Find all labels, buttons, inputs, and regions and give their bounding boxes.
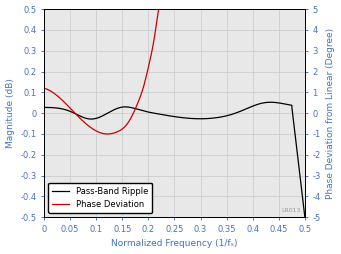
Line: Pass-Band Ripple: Pass-Band Ripple bbox=[44, 102, 305, 217]
Pass-Band Ripple bbox=[42, 106, 46, 109]
Text: LR013: LR013 bbox=[281, 208, 301, 213]
Phase Deviation bbox=[116, 130, 120, 133]
Phase Deviation bbox=[142, 84, 146, 87]
Pass-Band Ripple bbox=[269, 101, 273, 104]
Phase Deviation bbox=[42, 87, 46, 90]
Phase Deviation bbox=[49, 90, 53, 93]
Pass-Band Ripple bbox=[153, 112, 158, 115]
Phase Deviation bbox=[109, 132, 114, 135]
Pass-Band Ripple bbox=[303, 216, 307, 219]
Phase Deviation bbox=[130, 114, 134, 117]
Line: Phase Deviation: Phase Deviation bbox=[44, 9, 160, 134]
Phase Deviation bbox=[105, 133, 109, 136]
Y-axis label: Magnitude (dB): Magnitude (dB) bbox=[5, 78, 15, 148]
Pass-Band Ripple bbox=[142, 109, 146, 113]
Legend: Pass-Band Ripple, Phase Deviation: Pass-Band Ripple, Phase Deviation bbox=[48, 183, 152, 213]
Y-axis label: Phase Deviation from Linear (Degree): Phase Deviation from Linear (Degree) bbox=[326, 28, 336, 199]
Pass-Band Ripple bbox=[298, 173, 302, 176]
Pass-Band Ripple bbox=[87, 117, 91, 120]
X-axis label: Normalized Frequency (1/fₛ): Normalized Frequency (1/fₛ) bbox=[111, 240, 238, 248]
Pass-Band Ripple bbox=[72, 112, 76, 115]
Phase Deviation bbox=[158, 8, 162, 11]
Phase Deviation bbox=[157, 8, 161, 11]
Phase Deviation bbox=[113, 131, 117, 134]
Pass-Band Ripple bbox=[270, 101, 274, 104]
